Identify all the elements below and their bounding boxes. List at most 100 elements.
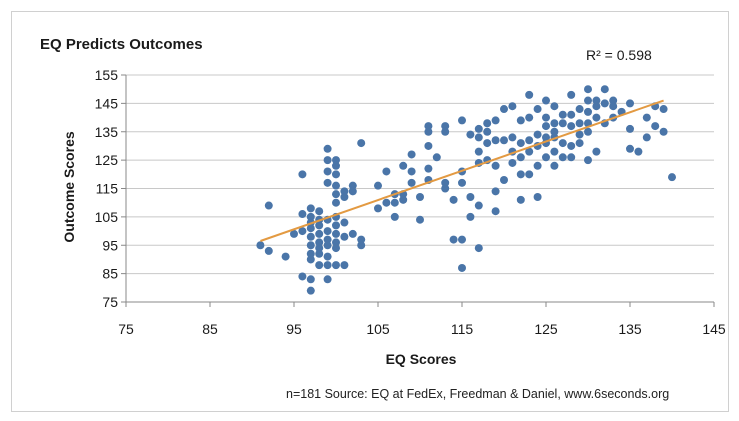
data-point (298, 170, 307, 179)
data-point (340, 218, 349, 227)
data-point (584, 156, 592, 165)
data-point (323, 178, 332, 187)
axes (121, 74, 715, 307)
y-tick-label: 155 (95, 67, 119, 83)
data-point (592, 102, 601, 111)
y-tick-label: 145 (95, 95, 119, 111)
data-point (567, 153, 576, 162)
data-point (542, 133, 550, 142)
data-point (533, 193, 542, 202)
y-tick-label: 95 (102, 237, 118, 253)
data-point (567, 122, 576, 131)
data-point (407, 167, 416, 176)
data-point (525, 147, 534, 156)
data-point (374, 181, 382, 190)
data-point (584, 107, 592, 116)
data-point (466, 130, 475, 139)
data-point (298, 272, 307, 281)
data-point (466, 193, 475, 202)
trendline (260, 99, 664, 242)
data-point (298, 227, 307, 236)
data-point (550, 161, 559, 170)
data-point (558, 139, 567, 148)
data-point (609, 96, 618, 105)
data-point (315, 207, 324, 216)
data-point (441, 122, 450, 131)
data-point (483, 139, 492, 148)
data-point (323, 144, 332, 153)
data-point (315, 249, 324, 258)
data-point (315, 261, 324, 270)
trendline-layer (260, 99, 664, 242)
data-point (533, 130, 542, 139)
chart-frame (11, 11, 729, 412)
y-tick-label: 125 (95, 152, 119, 168)
data-point (332, 229, 340, 238)
data-point (424, 164, 433, 173)
data-point (332, 244, 340, 253)
data-point (332, 161, 340, 170)
data-point (575, 119, 584, 128)
data-point (474, 124, 483, 133)
data-point (659, 105, 668, 114)
y-axis-title: Outcome Scores (61, 131, 77, 242)
data-point (458, 263, 466, 272)
data-point (550, 147, 559, 156)
data-point (592, 96, 601, 105)
data-point (390, 198, 399, 207)
data-point (348, 229, 357, 238)
data-point (315, 221, 324, 230)
data-point (357, 241, 366, 250)
data-point (315, 238, 324, 247)
data-point (306, 275, 315, 284)
data-point (651, 122, 660, 131)
data-point (558, 153, 567, 162)
data-point (600, 85, 609, 94)
data-point (609, 102, 618, 111)
data-point (491, 136, 500, 145)
data-point (458, 116, 466, 125)
data-point (306, 224, 315, 233)
y-tick-label: 105 (95, 209, 119, 225)
data-point (550, 102, 559, 111)
data-point (592, 147, 601, 156)
grid-lines (126, 74, 714, 275)
data-point (500, 136, 508, 145)
data-point (441, 178, 450, 187)
data-point (474, 244, 483, 253)
data-point (458, 178, 466, 187)
data-point (474, 147, 483, 156)
x-tick-label: 115 (451, 321, 474, 337)
data-point (290, 229, 298, 238)
data-point (592, 113, 601, 122)
data-point (626, 124, 634, 133)
data-point (542, 153, 550, 162)
data-point (491, 207, 500, 216)
data-point (474, 133, 483, 142)
data-point (584, 127, 592, 136)
y-tick-label: 135 (95, 124, 119, 140)
data-point (315, 244, 324, 253)
data-point (323, 156, 332, 165)
data-point (332, 238, 340, 247)
data-point (432, 153, 441, 162)
data-point (458, 235, 466, 244)
data-point (575, 139, 584, 148)
data-point (332, 261, 340, 270)
data-point (491, 116, 500, 125)
data-point (659, 127, 668, 136)
data-point (466, 212, 475, 221)
data-point (441, 184, 450, 193)
data-point (550, 127, 559, 136)
chart-title: EQ Predicts Outcomes (40, 36, 203, 53)
data-point (542, 122, 550, 131)
data-point (525, 113, 534, 122)
data-point (306, 232, 315, 241)
x-tick-label: 125 (534, 321, 558, 337)
data-point (516, 195, 525, 204)
data-point (626, 144, 634, 153)
data-point (416, 193, 424, 202)
data-point (332, 181, 340, 190)
x-tick-label: 85 (202, 321, 218, 337)
